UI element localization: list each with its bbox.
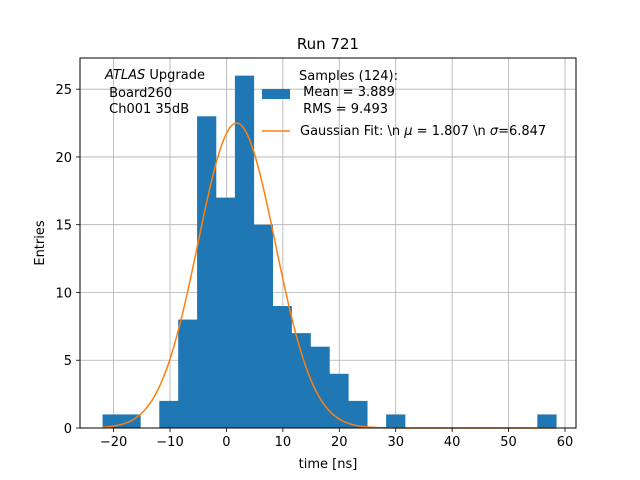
x-tick-label: 40 <box>444 435 461 450</box>
x-tick-label: −10 <box>156 435 183 450</box>
x-tick-label: 50 <box>500 435 517 450</box>
annotation-atlas: ATLAS <box>104 68 145 83</box>
x-tick-label: 0 <box>222 435 230 450</box>
y-axis-label: Entries <box>33 220 48 266</box>
legend-fit-sigma: σ <box>490 124 499 139</box>
histogram-bar <box>253 224 274 428</box>
legend-fit-mid: = 1.807 \n <box>413 124 490 139</box>
histogram-bar <box>386 414 406 428</box>
y-tick-label: 15 <box>55 219 72 234</box>
x-tick-label: 10 <box>275 435 292 450</box>
x-axis-label: time [ns] <box>299 457 358 472</box>
legend-fit-prefix: Gaussian Fit: \n <box>300 124 404 139</box>
histogram-bars <box>102 75 557 429</box>
annotation-line-3: Ch001 35dB <box>105 102 189 117</box>
x-tick-label: 20 <box>331 435 348 450</box>
y-tick-label: 0 <box>64 422 72 437</box>
histogram-bar <box>329 373 349 428</box>
y-tick-label: 20 <box>55 151 72 166</box>
histogram-bar <box>234 75 255 428</box>
histogram-bar <box>197 116 217 429</box>
legend-fit-suffix: =6.847 <box>498 124 546 139</box>
axis-ticks: −20 −10 0 10 20 30 40 50 60 0 5 10 15 20 25 <box>55 83 573 450</box>
x-tick-label: 30 <box>387 435 404 450</box>
histogram-bar <box>348 400 368 428</box>
legend: Samples (124): Mean = 3.889 RMS = 9.493 … <box>262 69 546 139</box>
legend-fit-mu: μ <box>403 124 412 139</box>
y-tick-label: 5 <box>64 354 72 369</box>
annotation-upgrade: Upgrade <box>145 68 205 83</box>
histogram-bar <box>159 400 179 428</box>
plot-frame <box>79 57 577 429</box>
y-tick-label: 25 <box>55 83 72 98</box>
chart-title: Run 721 <box>297 35 359 53</box>
legend-fit-label: Gaussian Fit: \n μ = 1.807 \n σ=6.847 <box>300 124 546 139</box>
annotation-line-2: Board260 <box>105 86 172 101</box>
histogram-bar <box>537 414 557 428</box>
annotation-line-1: ATLAS Upgrade <box>104 68 205 83</box>
x-tick-label: −20 <box>100 435 127 450</box>
histogram-bar <box>272 306 292 428</box>
histogram-bar <box>215 197 236 428</box>
legend-histogram-line-1: Samples (124): <box>299 69 398 84</box>
legend-histogram-swatch <box>262 89 290 99</box>
histogram-bar <box>310 346 330 428</box>
legend-histogram-line-2: Mean = 3.889 <box>299 85 395 100</box>
x-tick-label: 60 <box>557 435 574 450</box>
histogram-bar <box>291 333 311 428</box>
histogram-bar <box>178 319 198 428</box>
legend-histogram-line-3: RMS = 9.493 <box>299 102 388 117</box>
histogram-bar <box>102 414 122 428</box>
y-tick-label: 10 <box>55 286 72 301</box>
